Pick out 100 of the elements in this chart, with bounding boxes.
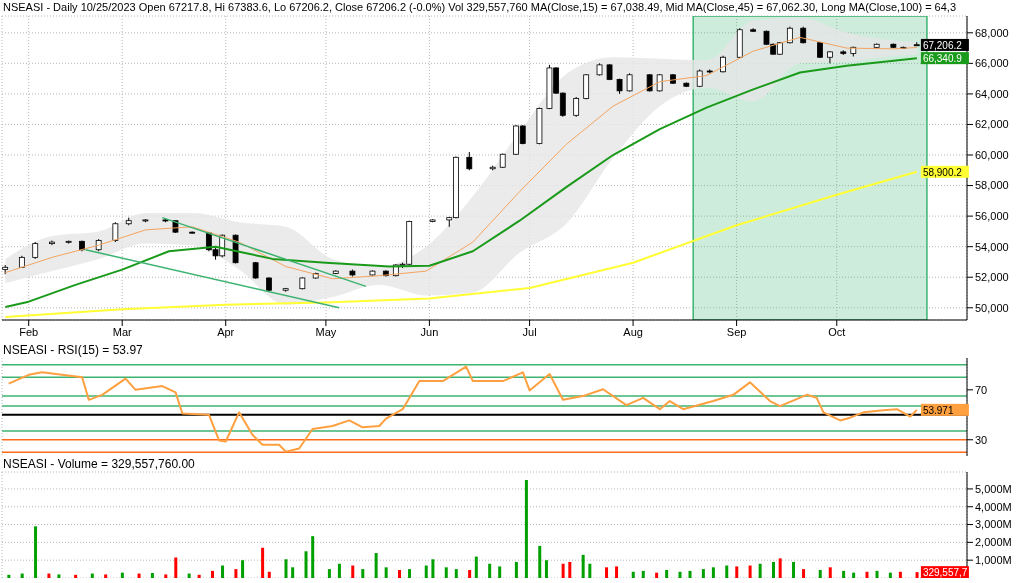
bar (711, 567, 715, 578)
y-tick-label: 1,000M (975, 554, 1012, 567)
bar (20, 573, 24, 578)
x-tick-label: May (315, 325, 337, 338)
bar (311, 536, 315, 578)
candlestick (112, 221, 119, 243)
bar (665, 569, 669, 578)
bar (424, 565, 428, 578)
bar (865, 571, 869, 578)
y-tick-label: 70 (975, 383, 988, 396)
y-tick-label: 52,000 (975, 271, 1009, 284)
chart-title: NSEASI - Volume = 329,557,760.00 (3, 457, 195, 471)
bar (197, 574, 201, 578)
bar (120, 572, 124, 578)
line-series (4, 57, 918, 309)
bar (327, 569, 331, 578)
bar (90, 573, 94, 578)
bar (568, 561, 572, 578)
bar (488, 563, 492, 578)
annotation: 67,206.2 (922, 39, 963, 51)
bar (852, 572, 856, 578)
line-series (4, 36, 918, 280)
bar (164, 574, 168, 578)
bar (444, 567, 448, 578)
bar (234, 569, 238, 578)
y-tick-label: 30 (975, 433, 988, 446)
bar (211, 570, 215, 578)
annotation: 53.971 (922, 404, 954, 416)
bar (361, 569, 365, 578)
bar (561, 563, 565, 578)
x-tick-label: Aug (623, 325, 643, 338)
y-tick-label: 5,000M (975, 482, 1012, 495)
y-tick-label: 68,000 (975, 26, 1009, 39)
bar (581, 554, 585, 578)
annotation: 66,340.9 (922, 53, 963, 65)
bar (888, 572, 892, 578)
annotation: 329,557,7 (922, 567, 968, 579)
bar (34, 526, 38, 578)
bar (828, 567, 832, 578)
bar (351, 565, 355, 578)
bar (655, 572, 659, 578)
bar (174, 557, 178, 578)
bar (284, 559, 288, 578)
y-tick-label: 2,000M (975, 536, 1012, 549)
bar (544, 560, 548, 578)
y-tick-label: 64,000 (975, 87, 1009, 100)
bar (498, 566, 502, 578)
annotation: 58,900.2 (922, 166, 963, 178)
bar (398, 569, 402, 578)
y-tick-label: 60,000 (975, 148, 1009, 161)
bar (408, 569, 412, 578)
bar (778, 558, 782, 578)
chart-title: NSEASI - RSI(15) = 53.97 (3, 343, 143, 357)
bar (678, 571, 682, 578)
bar (261, 547, 265, 578)
bar (267, 571, 271, 578)
candlestick (466, 151, 473, 171)
bar (104, 574, 108, 578)
bar (792, 561, 796, 578)
bar (915, 572, 919, 578)
y-tick-label: 54,000 (975, 240, 1009, 253)
bar (454, 569, 458, 578)
candlestick (626, 72, 633, 93)
bar (7, 574, 11, 578)
bar (187, 573, 191, 578)
y-tick-label: 56,000 (975, 210, 1009, 223)
x-tick-label: Oct (828, 325, 846, 338)
bar (631, 571, 635, 578)
bar (384, 567, 388, 578)
bar (701, 569, 705, 578)
bar (514, 561, 518, 578)
bar (605, 567, 609, 578)
chart-title: NSEASI - Daily 10/25/2023 Open 67217.8, Hi 67383.6, Lo 67206.2, Close 67206.2 (-0.0%) Vol 329,557,760 MA(Close,15) = 67,038.49, Mid MA(Close,45) = 67,062.30, Long MA(Close,100) = 64,3 (3, 1, 957, 13)
y-tick-label: 58,000 (975, 179, 1009, 192)
bar (337, 563, 341, 578)
y-tick-label: 50,000 (975, 301, 1009, 314)
bar (524, 480, 528, 578)
y-tick-label: 3,000M (975, 518, 1012, 531)
bar (74, 574, 78, 578)
bar (241, 560, 245, 578)
bar (842, 570, 846, 578)
bar (538, 545, 542, 578)
bar (137, 573, 141, 578)
candlestick (573, 96, 580, 118)
bar (431, 559, 435, 578)
bar (468, 569, 472, 578)
line-series (4, 170, 918, 318)
x-tick-label: Mar (112, 325, 133, 338)
bar (57, 574, 61, 578)
bar (818, 569, 822, 578)
bar (304, 551, 308, 578)
candlestick (583, 73, 590, 100)
y-tick-label: 62,000 (975, 118, 1009, 131)
bar (588, 563, 592, 578)
y-tick-label: 66,000 (975, 57, 1009, 70)
bar (898, 571, 902, 578)
x-tick-label: Feb (19, 325, 39, 338)
bar (771, 561, 775, 578)
bar (688, 570, 692, 578)
bar (875, 570, 879, 578)
